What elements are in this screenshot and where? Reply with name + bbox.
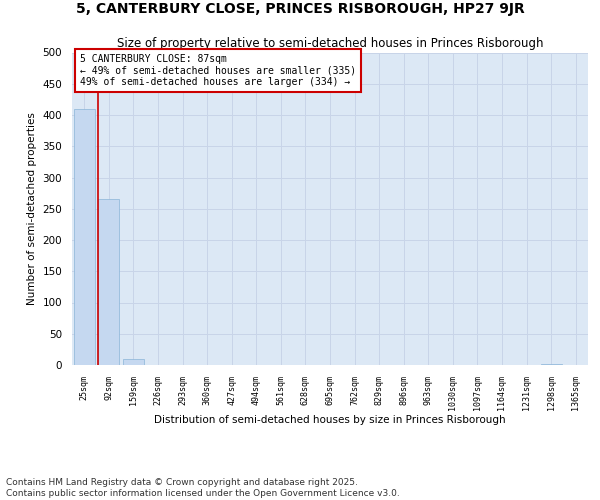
Title: Size of property relative to semi-detached houses in Princes Risborough: Size of property relative to semi-detach… xyxy=(117,37,543,50)
Bar xyxy=(541,364,562,365)
Y-axis label: Number of semi-detached properties: Number of semi-detached properties xyxy=(27,112,37,305)
Bar xyxy=(98,200,119,365)
Text: 5, CANTERBURY CLOSE, PRINCES RISBOROUGH, HP27 9JR: 5, CANTERBURY CLOSE, PRINCES RISBOROUGH,… xyxy=(76,2,524,16)
Bar xyxy=(123,359,144,365)
Text: 5 CANTERBURY CLOSE: 87sqm
← 49% of semi-detached houses are smaller (335)
49% of: 5 CANTERBURY CLOSE: 87sqm ← 49% of semi-… xyxy=(80,54,356,88)
Text: Contains HM Land Registry data © Crown copyright and database right 2025.
Contai: Contains HM Land Registry data © Crown c… xyxy=(6,478,400,498)
Bar xyxy=(74,109,95,365)
X-axis label: Distribution of semi-detached houses by size in Princes Risborough: Distribution of semi-detached houses by … xyxy=(154,416,506,426)
